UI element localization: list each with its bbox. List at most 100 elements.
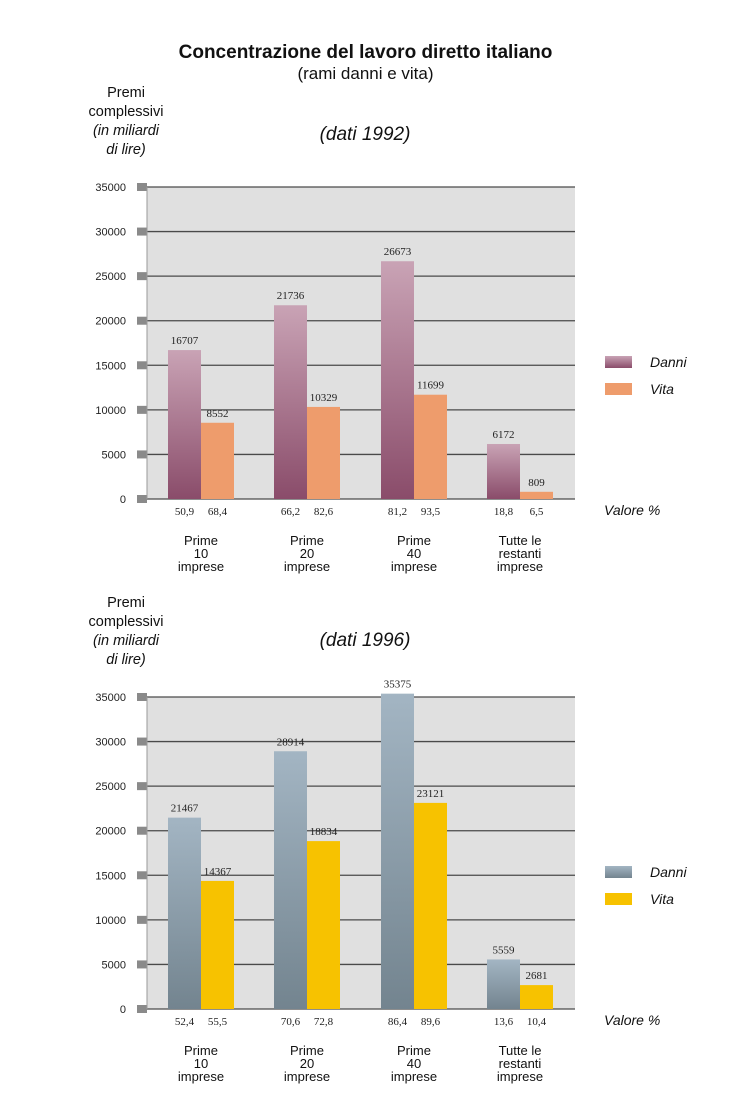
bar-vita [201,880,234,1009]
percent-label: 70,6 [281,1016,301,1028]
tick-marker [137,405,147,414]
category-label: Prime 40 imprese [391,1043,437,1084]
bar-value-label: 23121 [417,788,445,800]
legend-swatch-danni [605,866,632,878]
bar-value-label: 5559 [493,944,516,956]
category-label-line: 10 [194,546,208,561]
category-label: Prime 40 imprese [391,533,437,574]
bar-danni [274,751,307,1009]
category-label-line: imprese [391,1069,437,1084]
tick-marker [137,316,147,325]
y-tick-label: 15000 [95,360,126,372]
tick-marker [137,871,147,880]
bar-value-label: 35375 [384,680,412,691]
category-label: Prime 20 imprese [284,1043,330,1084]
bar-value-label: 21467 [171,803,199,815]
tick-marker [137,361,147,370]
chart-subtitle: (rami danni e vita) [297,64,434,83]
percent-label: 13,6 [494,1016,514,1028]
category-label: Prime 20 imprese [284,533,330,574]
category-label-line: imprese [497,559,543,574]
category-label: Prime 10 imprese [178,533,224,574]
y-axis-label-line: Premi [107,595,145,611]
bar-vita [307,841,340,1009]
y-axis-label-line: complessivi [88,614,164,630]
y-tick-label: 0 [120,494,126,506]
percent-label: 68,4 [208,506,228,518]
bar-danni [487,443,520,499]
tick-marker [137,782,147,791]
tick-marker [137,450,147,459]
percent-label: 89,6 [421,1016,441,1028]
legend-label-vita: Vita [650,381,674,397]
category-label-line: Prime [184,1043,218,1058]
category-label-line: imprese [178,1069,224,1084]
percent-label: 86,4 [388,1016,408,1028]
tick-marker [137,826,147,835]
bar-danni [168,350,201,499]
category-label-line: imprese [284,1069,330,1084]
bar-value-label: 2681 [526,970,548,982]
bar-value-label: 18834 [310,826,338,838]
category-label-line: 20 [300,546,314,561]
category-label-line: 10 [194,1056,208,1071]
category-label: Tutte le restanti imprese [497,1043,543,1084]
percent-label: 6,5 [530,506,544,518]
legend-label-danni: Danni [650,354,687,370]
chart-1996: 0 5000 10000 15000 20000 25000 30000 35000 21467… [95,680,687,1084]
percent-label: 52,4 [175,1016,195,1028]
bar-vita [414,394,447,499]
percent-label: 93,5 [421,506,441,518]
bar-danni [274,305,307,499]
tick-marker [137,915,147,924]
y-axis-label-line: di lire) [106,142,146,158]
bar-value-label: 6172 [493,429,515,441]
chart-1992: 0 5000 10000 15000 20000 25000 30000 35000 16707… [95,182,687,574]
legend-label-danni: Danni [650,864,687,880]
y-tick-label: 20000 [95,826,126,838]
percent-label: 18,8 [494,506,514,518]
y-axis-label-line: Premi [107,85,145,101]
category-label: Tutte le restanti imprese [497,533,543,574]
category-label-line: imprese [391,559,437,574]
legend-label-vita: Vita [650,891,674,907]
category-label-line: Tutte le [499,1043,542,1058]
bar-vita [520,985,553,1009]
percent-axis-label: Valore % [604,502,660,518]
y-tick-label: 25000 [95,271,126,283]
y-tick-label: 35000 [95,182,126,194]
y-tick-label: 10000 [95,915,126,927]
bar-vita [307,406,340,499]
y-tick-label: 25000 [95,781,126,793]
tick-marker [137,1005,147,1013]
y-axis-label-line: complessivi [88,104,164,120]
y-axis-label-line: di lire) [106,652,146,668]
bar-value-label: 8552 [207,408,229,420]
chart-title: Concentrazione del lavoro diretto italia… [178,42,553,63]
bar-value-label: 14367 [204,866,232,878]
bar-value-label: 16707 [171,335,199,347]
category-label-line: imprese [178,559,224,574]
percent-label: 81,2 [388,506,407,518]
category-label-line: imprese [284,559,330,574]
bar-vita [520,491,553,499]
tick-marker [137,272,147,281]
y-axis-label: Premi complessivi (in miliardi di lire) [66,84,186,160]
bar-danni [487,959,520,1009]
category-label-line: restanti [499,1056,542,1071]
legend-swatch-danni [605,356,632,368]
legend-swatch-vita [605,383,632,395]
y-tick-label: 20000 [95,316,126,328]
tick-marker [137,495,147,503]
y-axis-label-line: (in miliardi [92,633,160,649]
y-axis-label: Premi complessivi (in miliardi di lire) [66,594,186,670]
bar-danni [381,261,414,499]
y-tick-label: 5000 [102,959,126,971]
y-tick-label: 30000 [95,227,126,239]
category-label-line: Prime [397,1043,431,1058]
y-tick-label: 30000 [95,737,126,749]
y-tick-label: 10000 [95,405,126,417]
tick-marker [137,693,147,701]
chart-2-title: (dati 1996) [319,630,411,651]
bar-value-label: 26673 [384,246,412,258]
